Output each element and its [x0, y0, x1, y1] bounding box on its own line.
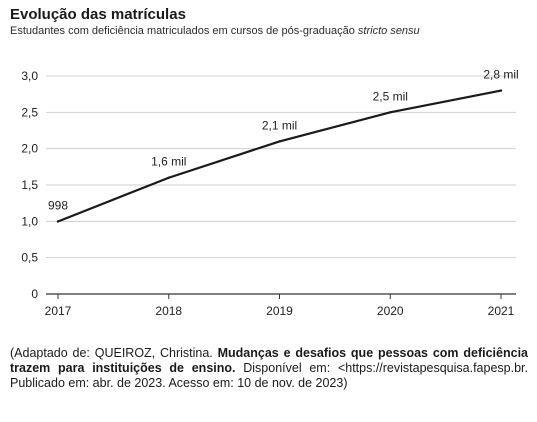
x-tick-label: 2019: [266, 304, 293, 318]
y-tick-label: 0,5: [21, 251, 38, 265]
data-label: 1,6 mil: [151, 155, 186, 169]
x-tick-label: 2020: [377, 304, 404, 318]
y-tick-label: 0: [31, 287, 38, 301]
x-tick-label: 2018: [155, 304, 182, 318]
source-article-title: Mudanças e desafios que pessoas com defi…: [10, 346, 528, 375]
data-label: 2,5 mil: [373, 89, 408, 103]
x-tick-label: 2021: [488, 304, 515, 318]
subtitle-italic: stricto sensu: [357, 25, 420, 37]
data-point: [278, 140, 281, 143]
line-chart: 0 0,5 1,0 1,5 2,0 2,5 3,0 2017 2018 2019 2020 2021 9…: [21, 68, 518, 318]
data-point: [389, 111, 392, 114]
chart-title: Evolução das matrículas: [10, 6, 186, 23]
source-part1: (Adaptado de: QUEIROZ, Christina.: [10, 346, 218, 360]
x-tick-label: 2017: [45, 304, 72, 318]
source-citation: (Adaptado de: QUEIROZ, Christina. Mudanç…: [10, 346, 528, 391]
series-line: [56, 89, 503, 223]
y-tick-label: 1,5: [21, 178, 38, 192]
data-point: [167, 176, 170, 179]
y-tick-label: 2,0: [21, 142, 38, 156]
data-point: [56, 220, 60, 223]
chart-subtitle: Estudantes com deficiência matriculados …: [10, 25, 420, 37]
data-label: 998: [48, 198, 68, 212]
y-tick-label: 1,0: [21, 214, 38, 228]
source-part2: Disponível em: <https://revistapesquisa.…: [10, 361, 528, 390]
data-label: 2,8 mil: [483, 68, 518, 82]
y-tick-label: 3,0: [21, 69, 38, 83]
data-label: 2,1 mil: [262, 118, 297, 132]
data-point: [499, 89, 503, 92]
subtitle-text: Estudantes com deficiência matriculados …: [10, 25, 355, 37]
y-tick-label: 2,5: [21, 105, 38, 119]
